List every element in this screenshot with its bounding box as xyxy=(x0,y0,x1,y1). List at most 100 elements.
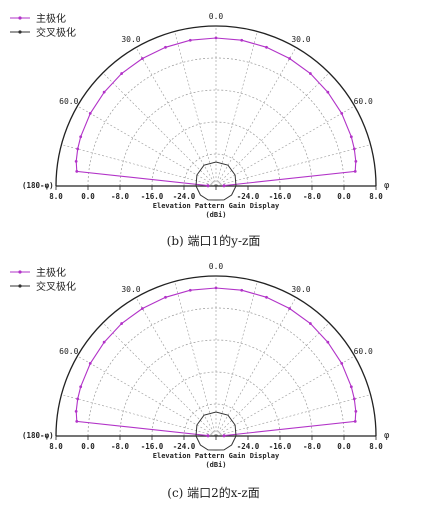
legend-marker xyxy=(18,16,22,20)
data-point xyxy=(74,409,78,413)
legend-label: 主极化 xyxy=(36,266,66,279)
grid-ring xyxy=(119,339,313,437)
data-point xyxy=(79,385,83,389)
caption-c: (c) 端口2的x-z面 xyxy=(167,486,260,500)
grid-spoke xyxy=(215,31,258,187)
grid-ring xyxy=(87,307,345,437)
grid-spoke xyxy=(215,47,297,187)
grid-spoke xyxy=(215,105,355,187)
grid-spoke xyxy=(215,297,297,437)
radial-tick-label: 0.0 xyxy=(337,442,351,451)
data-point xyxy=(308,72,312,75)
data-point xyxy=(88,112,92,115)
data-point xyxy=(288,307,291,310)
data-point xyxy=(308,322,312,325)
data-point xyxy=(75,169,79,173)
axis-title: Elevation Pattern Gain Display xyxy=(153,452,280,460)
radial-tick-label: 8.0 xyxy=(369,192,383,201)
data-point xyxy=(164,45,167,49)
data-point xyxy=(240,288,244,292)
data-point xyxy=(340,362,344,365)
data-point xyxy=(76,147,80,151)
angle-label: 30.0 xyxy=(121,35,140,44)
legend-label: 交叉极化 xyxy=(36,26,76,39)
grid-ring xyxy=(87,57,345,187)
data-point xyxy=(214,286,218,290)
grid-spoke xyxy=(102,322,217,437)
data-point xyxy=(120,72,124,75)
data-point xyxy=(102,90,106,94)
grid-spoke xyxy=(135,297,217,437)
radial-tick-label: 8.0 xyxy=(49,192,63,201)
phi-label-right: φ xyxy=(384,431,390,441)
data-point xyxy=(206,184,210,187)
grid-spoke xyxy=(215,355,355,437)
data-point xyxy=(141,307,144,310)
radial-tick-label: -8.0 xyxy=(303,442,322,451)
legend-label: 交叉极化 xyxy=(36,280,76,293)
data-point xyxy=(75,419,79,423)
grid-ring xyxy=(119,89,313,187)
radial-tick-label: 8.0 xyxy=(369,442,383,451)
data-point xyxy=(288,57,291,60)
data-point xyxy=(74,159,78,163)
legend-marker xyxy=(18,284,22,288)
radial-tick-label: 8.0 xyxy=(49,442,63,451)
caption-b: (b) 端口1的y-z面 xyxy=(166,234,261,248)
angle-label: 0.0 xyxy=(209,12,224,21)
angle-label: 30.0 xyxy=(121,285,140,294)
grid-ring xyxy=(151,371,281,437)
grid-spoke xyxy=(215,144,371,187)
data-point xyxy=(354,409,358,413)
axis-title: Elevation Pattern Gain Display xyxy=(153,202,280,210)
series-line-cross-pol xyxy=(195,411,237,451)
legend-label: 主极化 xyxy=(36,12,66,25)
angle-label: 60.0 xyxy=(59,97,78,106)
legend-marker xyxy=(18,30,22,34)
radial-tick-label: -24.0 xyxy=(237,442,260,451)
grid-spoke xyxy=(61,144,217,187)
radial-tick-label: -16.0 xyxy=(269,442,292,451)
axis-unit: (dBi) xyxy=(205,211,226,219)
radial-tick-label: 0.0 xyxy=(337,192,351,201)
radial-tick-label: -24.0 xyxy=(173,442,196,451)
radial-tick-label: -8.0 xyxy=(111,192,130,201)
grid-spoke xyxy=(61,394,217,437)
radial-tick-label: -24.0 xyxy=(237,192,260,201)
grid-spoke xyxy=(215,394,371,437)
data-point xyxy=(353,419,357,423)
data-point xyxy=(265,45,268,49)
data-point xyxy=(206,434,210,437)
grid-spoke xyxy=(215,322,330,437)
legend-marker xyxy=(18,270,22,274)
grid-spoke xyxy=(135,47,217,187)
data-point xyxy=(340,112,344,115)
data-point xyxy=(120,322,124,325)
data-point xyxy=(240,38,244,42)
data-point xyxy=(79,135,83,139)
radial-tick-label: -16.0 xyxy=(269,192,292,201)
grid-ring xyxy=(151,121,281,187)
radial-tick-label: -16.0 xyxy=(141,192,164,201)
grid-spoke xyxy=(102,72,217,187)
data-point xyxy=(265,295,268,299)
data-point xyxy=(76,397,80,401)
data-point xyxy=(141,57,144,60)
data-point xyxy=(222,434,226,438)
data-point xyxy=(354,159,358,163)
phi-label-right: φ xyxy=(384,181,390,191)
grid-ring xyxy=(183,403,249,437)
angle-label: 30.0 xyxy=(291,285,310,294)
angle-label: 30.0 xyxy=(291,35,310,44)
data-point xyxy=(349,135,353,139)
polar-chart-1: 0.030.030.060.060.0(180-φ) φ8.0 0.0 -8.0 -16… xyxy=(10,12,390,219)
data-point xyxy=(164,295,167,299)
radial-tick-label: 0.0 xyxy=(81,442,95,451)
axis-unit: (dBi) xyxy=(205,461,226,469)
radial-tick-label: 0.0 xyxy=(81,192,95,201)
grid-spoke xyxy=(77,355,217,437)
data-point xyxy=(352,147,356,151)
radial-tick-label: -24.0 xyxy=(173,192,196,201)
data-point xyxy=(222,184,226,188)
